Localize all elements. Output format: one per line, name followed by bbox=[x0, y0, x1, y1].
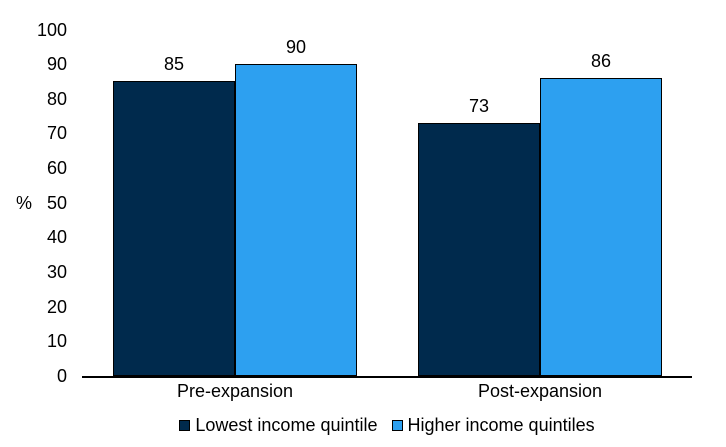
legend-item: Higher income quintiles bbox=[391, 414, 595, 436]
bar-higher-income-quintiles bbox=[235, 64, 357, 376]
category-label: Pre-expansion bbox=[176, 381, 294, 401]
legend-swatch bbox=[179, 419, 191, 431]
legend-label: Lowest income quintile bbox=[195, 415, 378, 435]
legend-swatch bbox=[391, 419, 403, 431]
category-label: Post-expansion bbox=[477, 381, 603, 401]
y-axis-tick-label: 100 bbox=[36, 20, 67, 40]
y-axis-tick-label: 30 bbox=[46, 262, 67, 282]
y-axis-tick-label: 90 bbox=[46, 54, 67, 74]
legend: Lowest income quintile Higher income quin… bbox=[82, 414, 692, 436]
y-axis-tick-label: 10 bbox=[46, 331, 67, 351]
y-axis-tick-label: 20 bbox=[46, 297, 67, 317]
percent-axis-label: % bbox=[15, 193, 32, 213]
x-axis-line bbox=[82, 376, 692, 378]
y-axis-tick-label: 40 bbox=[46, 227, 67, 247]
y-axis-tick-label: 60 bbox=[46, 158, 67, 178]
bar-value-label: 90 bbox=[285, 37, 307, 57]
y-axis-tick-label: 80 bbox=[46, 89, 67, 109]
bar-higher-income-quintiles bbox=[540, 78, 662, 376]
y-axis-tick-label: 70 bbox=[46, 123, 67, 143]
legend-item: Lowest income quintile bbox=[179, 414, 378, 436]
y-axis-tick-label: 50 bbox=[46, 193, 67, 213]
bar-value-label: 73 bbox=[468, 96, 490, 116]
bar-value-label: 86 bbox=[590, 51, 612, 71]
bar-lowest-income-quintile bbox=[418, 123, 540, 376]
legend-label: Higher income quintiles bbox=[407, 415, 595, 435]
y-axis-tick-label: 0 bbox=[56, 366, 67, 386]
bar-lowest-income-quintile bbox=[113, 81, 235, 376]
bar-value-label: 85 bbox=[163, 54, 185, 74]
